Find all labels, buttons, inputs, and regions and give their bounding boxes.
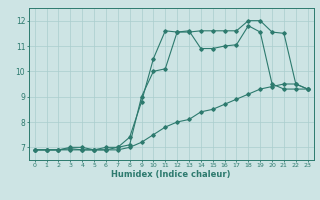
X-axis label: Humidex (Indice chaleur): Humidex (Indice chaleur)	[111, 170, 231, 179]
